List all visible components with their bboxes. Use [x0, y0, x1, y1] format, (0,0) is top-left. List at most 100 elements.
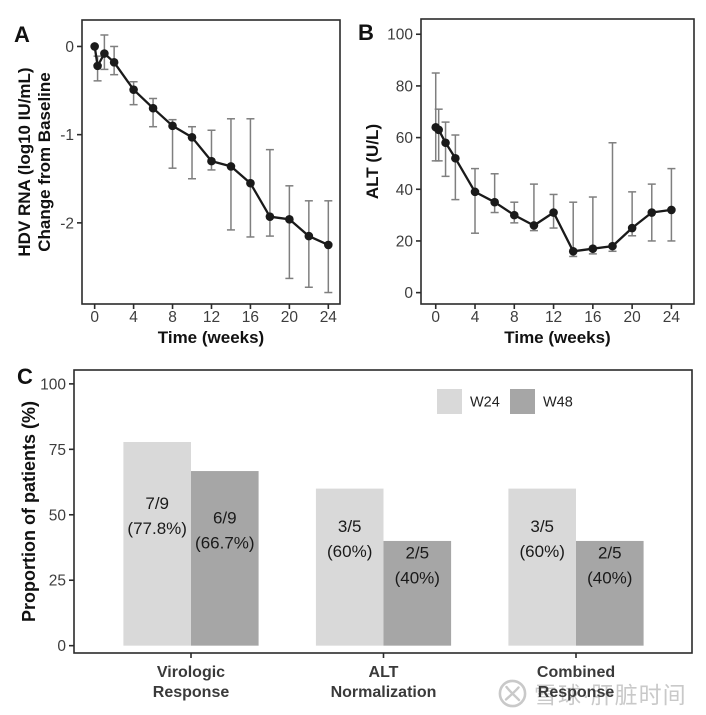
panel-a-data-point	[246, 178, 255, 188]
panel-c-bar-label: (77.8%)	[127, 519, 187, 538]
panel-b-data-point	[490, 197, 499, 207]
panel-c-bar-w24	[123, 441, 191, 646]
xueqiu-logo-icon	[498, 679, 527, 707]
watermark-text: 雪球·肝脏时间	[534, 682, 687, 708]
panel-a-data-point	[168, 121, 177, 131]
panel-b-data-point	[608, 241, 617, 251]
panel-b-x-tick-label: 4	[471, 309, 480, 326]
panel-b-x-tick-label: 0	[431, 309, 440, 326]
panel-a-x-tick-label: 8	[168, 309, 177, 326]
panel-c-bar-label: 3/5	[338, 517, 362, 536]
panel-c-bar-label: (40%)	[395, 568, 440, 587]
panel-b-data-point	[667, 205, 676, 215]
panel-c-y-axis-title: Proportion of patients (%)	[19, 401, 39, 622]
panel-c-bar-w48	[383, 540, 452, 646]
panel-c-bar-label: (60%)	[327, 542, 372, 561]
panel-b-plot-border	[420, 18, 695, 305]
panel-a-y-tick-label: 0	[65, 39, 74, 56]
panel-a-x-tick-label: 12	[203, 309, 220, 326]
panel-a-data-point	[265, 212, 275, 221]
panel-c-letter: C	[17, 364, 33, 389]
panel-c-legend-label: W48	[543, 395, 573, 411]
panel-a-x-tick-label: 16	[242, 309, 259, 326]
panel-b-data-point	[549, 208, 558, 217]
panel-b-letter: B	[358, 20, 374, 45]
panel-c-y-tick-label: 25	[49, 573, 66, 590]
watermark: 雪球·肝脏时间	[497, 676, 687, 710]
panel-c-y-tick-label: 50	[49, 507, 67, 524]
panel-a-x-tick-label: 4	[129, 309, 138, 326]
panel-b-data-point	[568, 246, 578, 256]
panel-b-x-tick-label: 8	[510, 309, 519, 326]
panel-a-data-point	[324, 240, 333, 250]
panel-c-category-label: Response	[538, 684, 615, 701]
panel-c-y-tick-label: 75	[49, 442, 66, 459]
panel-a-data-point	[187, 133, 197, 142]
panel-b-y-tick-label: 40	[396, 182, 414, 199]
panel-a-x-tick-label: 24	[320, 309, 338, 326]
panel-c-bar-w48	[191, 471, 259, 646]
panel-c-y-tick-label: 0	[57, 638, 66, 655]
panel-a-data-point	[304, 231, 314, 241]
panel-a-x-axis-title: Time (weeks)	[158, 328, 264, 347]
panel-b-y-tick-label: 20	[396, 233, 414, 250]
panel-a-data-point	[93, 61, 102, 71]
panel-b-x-tick-label: 20	[624, 309, 642, 326]
panel-c-bar-w24	[315, 488, 384, 646]
panel-b-data-point	[441, 138, 450, 148]
panel-a-x-tick-label: 20	[281, 309, 299, 326]
panel-b-data-point	[627, 223, 637, 233]
panel-b-data-point	[647, 208, 657, 217]
panel-a-data-point	[207, 156, 216, 166]
panel-a-x-tick-label: 0	[90, 309, 99, 326]
panel-b-y-axis-title: ALT (U/L)	[363, 124, 382, 199]
panel-b-x-tick-label: 24	[663, 309, 681, 326]
panel-c-bar-label: 6/9	[213, 508, 237, 527]
panel-c-bar-label: (66.7%)	[195, 533, 255, 552]
panel-b-data-point	[434, 125, 443, 135]
panel-a-data-point	[226, 162, 236, 171]
panel-c-category-label: Normalization	[331, 684, 437, 701]
panel-a-data-point	[100, 49, 109, 58]
panel-b-y-tick-label: 100	[387, 27, 413, 44]
panel-c-bar-label: 7/9	[145, 494, 169, 513]
panel-c-legend-swatch-w24	[437, 389, 462, 414]
panel-b-x-tick-label: 16	[584, 309, 601, 326]
panel-a-letter: A	[14, 22, 30, 47]
panel-b-data-point	[588, 244, 598, 254]
panel-c-category-label: Virologic	[157, 664, 225, 681]
panel-a-data-point	[148, 103, 158, 113]
panel-c-bar-label: 2/5	[405, 543, 429, 562]
panel-b-y-tick-label: 80	[396, 78, 414, 95]
panel-c-category-label: Combined	[537, 664, 615, 681]
panel-c-bar-label: 2/5	[598, 543, 622, 562]
panel-c-legend-swatch-w48	[510, 389, 535, 414]
panel-c-y-tick-label: 100	[40, 376, 66, 393]
panel-c-legend-label: W24	[470, 395, 500, 411]
panel-b-data-point	[509, 210, 519, 220]
panel-c-category-label: ALT	[369, 664, 399, 681]
panel-a-data-point	[285, 215, 294, 224]
panel-b-data-point	[451, 153, 460, 163]
panel-a-y-tick-label: -2	[60, 215, 74, 232]
panel-b-y-tick-label: 60	[396, 130, 414, 147]
panel-b-data-point	[529, 221, 539, 230]
panel-b-y-tick-label: 0	[404, 285, 413, 302]
panel-c-bar-w24	[508, 488, 576, 646]
panel-a-data-point	[109, 58, 119, 67]
panel-a-y-tick-label: -1	[60, 127, 74, 144]
panel-b-x-tick-label: 12	[545, 309, 562, 326]
panel-b-data-point	[470, 187, 480, 197]
panel-a-y-axis-title: HDV RNA (log10 IU/mL)	[15, 67, 34, 256]
panel-a-y-axis-title: Change from Baseline	[35, 72, 54, 252]
panel-c-bar-label: 3/5	[530, 517, 554, 536]
panel-c-category-label: Response	[153, 684, 230, 701]
panel-c-bar-label: (40%)	[587, 568, 632, 587]
panel-c-bar-label: (60%)	[520, 542, 565, 561]
panel-c-bar-w48	[576, 540, 644, 646]
panel-a-data-point	[129, 85, 138, 94]
panel-b-x-axis-title: Time (weeks)	[504, 328, 610, 347]
panel-a-data-point	[90, 42, 99, 51]
